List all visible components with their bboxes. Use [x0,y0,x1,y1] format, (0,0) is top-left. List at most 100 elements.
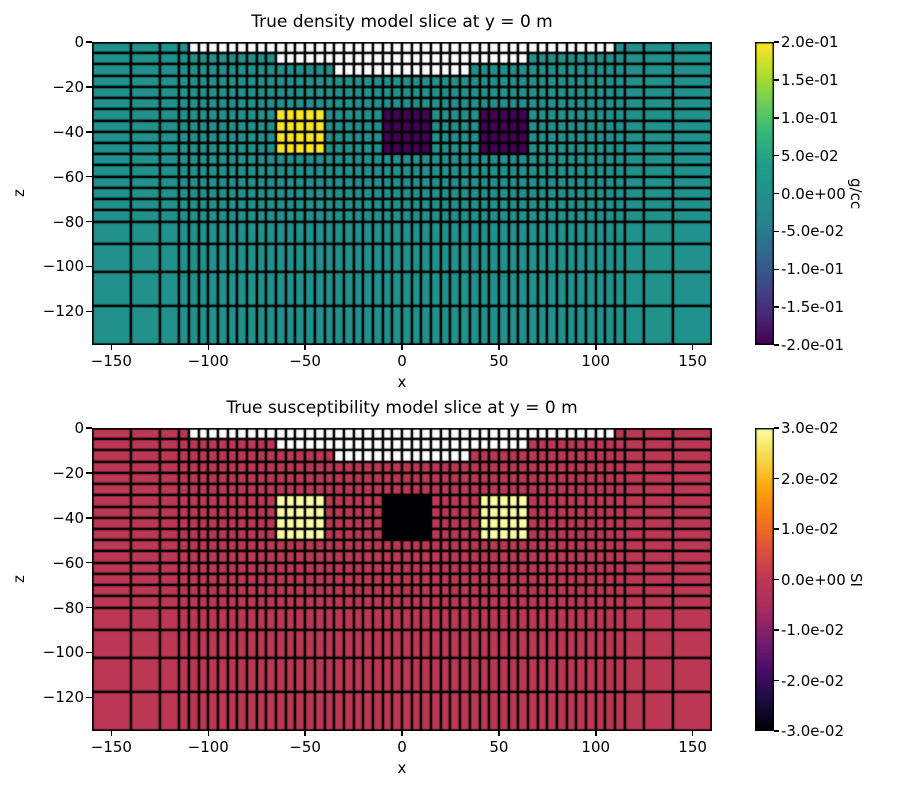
y-tick-mark [86,220,92,223]
y-tick-label: −20 [52,77,84,96]
x-tick-label: −50 [289,352,321,370]
susceptibility-mesh-canvas [92,428,712,731]
y-tick-label: −80 [52,212,84,231]
x-tick-label: −50 [289,738,321,756]
x-tick-mark [498,345,500,350]
colorbar-tick-mark [774,427,779,429]
y-tick-mark [86,175,92,178]
susceptibility-colorbar-canvas [755,428,774,731]
y-tick-label: −100 [42,257,84,276]
susceptibility-colorbar-unit-label: SI [847,573,865,587]
x-tick-label: 50 [489,352,509,370]
x-tick-mark [207,345,209,350]
x-tick-label: 100 [581,352,611,370]
colorbar-tick-label: 1.0e-01 [781,108,839,127]
y-tick-mark [86,517,92,519]
x-tick-label: 100 [581,738,611,756]
y-tick-mark [86,310,92,313]
y-tick-mark [86,265,92,268]
x-tick-mark [595,345,597,350]
density-mesh-canvas [92,42,712,345]
x-tick-mark [691,345,694,350]
colorbar-tick-mark [774,344,779,346]
colorbar-tick-label: -1.0e-02 [781,621,844,639]
colorbar-tick-mark [774,41,779,43]
x-tick-mark [691,731,694,736]
colorbar-tick-label: 2.0e-02 [781,469,839,488]
x-tick-mark [110,731,113,736]
y-tick-label: −80 [52,598,84,617]
y-tick-label: −60 [52,553,84,572]
colorbar-tick-mark [774,79,779,81]
y-tick-mark [86,561,92,564]
y-tick-label: 0 [74,419,84,437]
colorbar-tick-mark [774,629,779,631]
y-tick-label: −100 [42,643,84,662]
colorbar-tick-label: 1.0e-02 [781,520,839,538]
y-tick-label: −40 [52,122,84,141]
x-tick-mark [207,731,209,736]
density-x-axis-label: x [397,373,407,391]
colorbar-tick-mark [774,230,779,233]
colorbar-tick-label: -3.0e-02 [781,722,844,740]
colorbar-tick-mark [774,192,779,195]
colorbar-tick-mark [774,679,779,682]
x-tick-label: −100 [187,738,229,756]
colorbar-tick-mark [774,117,779,119]
x-tick-mark [401,731,403,736]
colorbar-tick-label: -1.5e-01 [781,298,844,317]
x-tick-mark [595,731,597,736]
colorbar-tick-label: -1.0e-01 [781,260,844,279]
x-tick-label: 150 [678,352,707,370]
colorbar-tick-label: 3.0e-02 [781,419,839,437]
y-tick-mark [86,606,92,609]
x-tick-label: 150 [678,738,707,756]
y-tick-label: −40 [52,508,84,527]
y-tick-mark [86,427,92,429]
y-tick-mark [86,651,92,654]
y-tick-mark [86,472,92,474]
density-plot-title: True density model slice at y = 0 m [251,12,553,32]
colorbar-tick-label: 2.0e-01 [781,33,839,51]
x-tick-label: 0 [397,738,407,756]
y-tick-label: −60 [52,167,84,186]
density-colorbar-unit-label: g/cc [847,178,865,210]
colorbar-tick-mark [774,306,779,308]
colorbar-tick-mark [774,730,779,732]
x-tick-mark [498,731,500,736]
y-tick-mark [86,86,92,88]
colorbar-tick-mark [774,528,779,530]
y-tick-label: −20 [52,463,84,482]
colorbar-tick-label: -2.0e-01 [781,336,844,354]
x-tick-label: −150 [90,738,132,756]
x-tick-label: 50 [489,738,509,756]
colorbar-tick-label: -5.0e-02 [781,222,844,241]
y-tick-mark [86,696,92,699]
x-tick-mark [304,731,306,736]
susceptibility-x-axis-label: x [397,759,407,777]
x-tick-label: −150 [90,352,132,370]
colorbar-tick-label: 0.0e+00 [781,184,846,203]
density-colorbar-canvas [755,42,774,345]
y-tick-mark [86,131,92,133]
colorbar-tick-mark [774,477,779,480]
y-tick-label: −120 [42,688,84,707]
colorbar-tick-mark [774,154,779,157]
susceptibility-plot-title: True susceptibility model slice at y = 0… [226,398,578,418]
colorbar-tick-mark [774,578,779,581]
x-tick-mark [110,345,113,350]
x-tick-label: 0 [397,352,407,370]
colorbar-tick-label: 5.0e-02 [781,146,839,165]
x-tick-mark [304,345,306,350]
colorbar-tick-label: -2.0e-02 [781,671,844,690]
x-tick-mark [401,345,403,350]
colorbar-tick-label: 1.5e-01 [781,70,839,89]
y-tick-mark [86,41,92,43]
x-tick-label: −100 [187,352,229,370]
y-tick-label: 0 [74,33,84,51]
y-tick-label: −120 [42,302,84,321]
colorbar-tick-label: 0.0e+00 [781,570,846,589]
